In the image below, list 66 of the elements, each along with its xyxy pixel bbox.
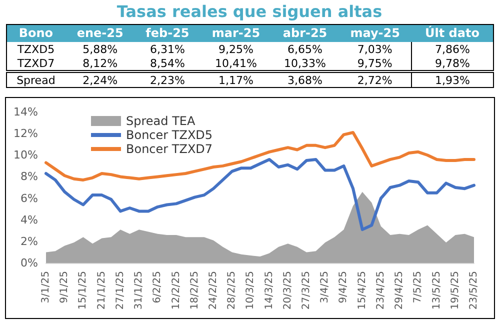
text: TZXD5 (6, 42, 66, 56)
y-tick-label: 2% (20, 234, 38, 248)
x-tick-label: 29/4/25 (394, 271, 405, 310)
x-tick-label: 10/3/25 (244, 271, 256, 310)
text: 2,24% (65, 72, 135, 88)
category-label: Bono (6, 24, 66, 42)
y-tick-label: 12% (13, 127, 38, 140)
x-tick-label: 9/4/25 (338, 271, 349, 304)
y-tick-label: 10% (13, 148, 38, 162)
category-label: may-25 (338, 24, 412, 42)
x-tick-label: 9/1/25 (58, 271, 70, 304)
text: 1,17% (200, 72, 272, 88)
legend-label: Boncer TZXD7 (126, 142, 212, 156)
category-label: abr-25 (272, 24, 338, 42)
x-tick-label: 23/5/25 (468, 271, 479, 310)
text: 10,33% (272, 56, 338, 72)
x-tick-label: 24/2/25 (207, 271, 218, 310)
x-tick-label: 28/2/25 (226, 271, 238, 310)
x-tick-label: 13/5/25 (430, 271, 442, 310)
x-tick-label: 27/1/25 (114, 271, 126, 310)
text: 5,88% (65, 42, 135, 56)
text: 2,23% (134, 72, 200, 88)
x-tick-label: 3/4/25 (319, 271, 330, 304)
y-tick-label: 4% (20, 213, 38, 226)
category-label: mar-25 (200, 24, 272, 42)
legend-label: Boncer TZXD5 (126, 128, 212, 142)
text: 2,72% (338, 72, 412, 88)
text: 6,65% (272, 42, 338, 56)
x-tick-label: 6/2/25 (152, 271, 163, 304)
text: 9,78% (412, 56, 493, 72)
x-tick-label: 15/4/25 (356, 271, 368, 310)
y-tick-label: 14% (13, 106, 38, 118)
x-tick-label: 14/3/25 (263, 271, 274, 310)
text: 9,75% (338, 56, 412, 72)
x-tick-label: 27/3/25 (300, 271, 312, 310)
x-tick-label: 7/5/25 (412, 271, 424, 304)
category-label: ene-25 (65, 24, 135, 42)
y-tick-label: 6% (20, 192, 38, 205)
text: 8,54% (134, 56, 200, 72)
text: 9,25% (200, 42, 272, 56)
x-tick-label: 19/5/25 (449, 271, 460, 310)
text: 8,12% (65, 56, 135, 72)
x-tick-label: 23/4/25 (374, 271, 386, 310)
y-tick-label: 8% (20, 170, 38, 184)
x-tick-label: 3/1/25 (40, 271, 51, 304)
y-tick-label: 0% (20, 256, 38, 270)
text: 10,41% (200, 56, 272, 72)
x-tick-label: 31/1/25 (133, 271, 144, 310)
text: 6,31% (134, 42, 200, 56)
category-label: feb-25 (134, 24, 200, 42)
legend-label: Spread TEA (126, 114, 196, 128)
x-tick-label: 12/2/25 (170, 271, 182, 310)
line-series (44, 158, 475, 232)
text: 7,86% (412, 42, 493, 56)
text: Spread (6, 72, 66, 88)
text: TZXD7 (6, 56, 66, 72)
x-tick-label: 20/3/25 (282, 271, 293, 310)
text: 1,93% (412, 72, 493, 88)
text: 7,03% (338, 42, 412, 56)
text: 3,68% (272, 72, 338, 88)
x-tick-label: 18/2/25 (188, 271, 200, 310)
category-label: Últ dato (412, 24, 493, 42)
x-tick-label: 21/1/25 (96, 271, 107, 310)
line-series (44, 130, 475, 182)
x-tick-label: 15/1/25 (77, 271, 88, 310)
text: Tasas reales que siguen altas (116, 1, 384, 23)
